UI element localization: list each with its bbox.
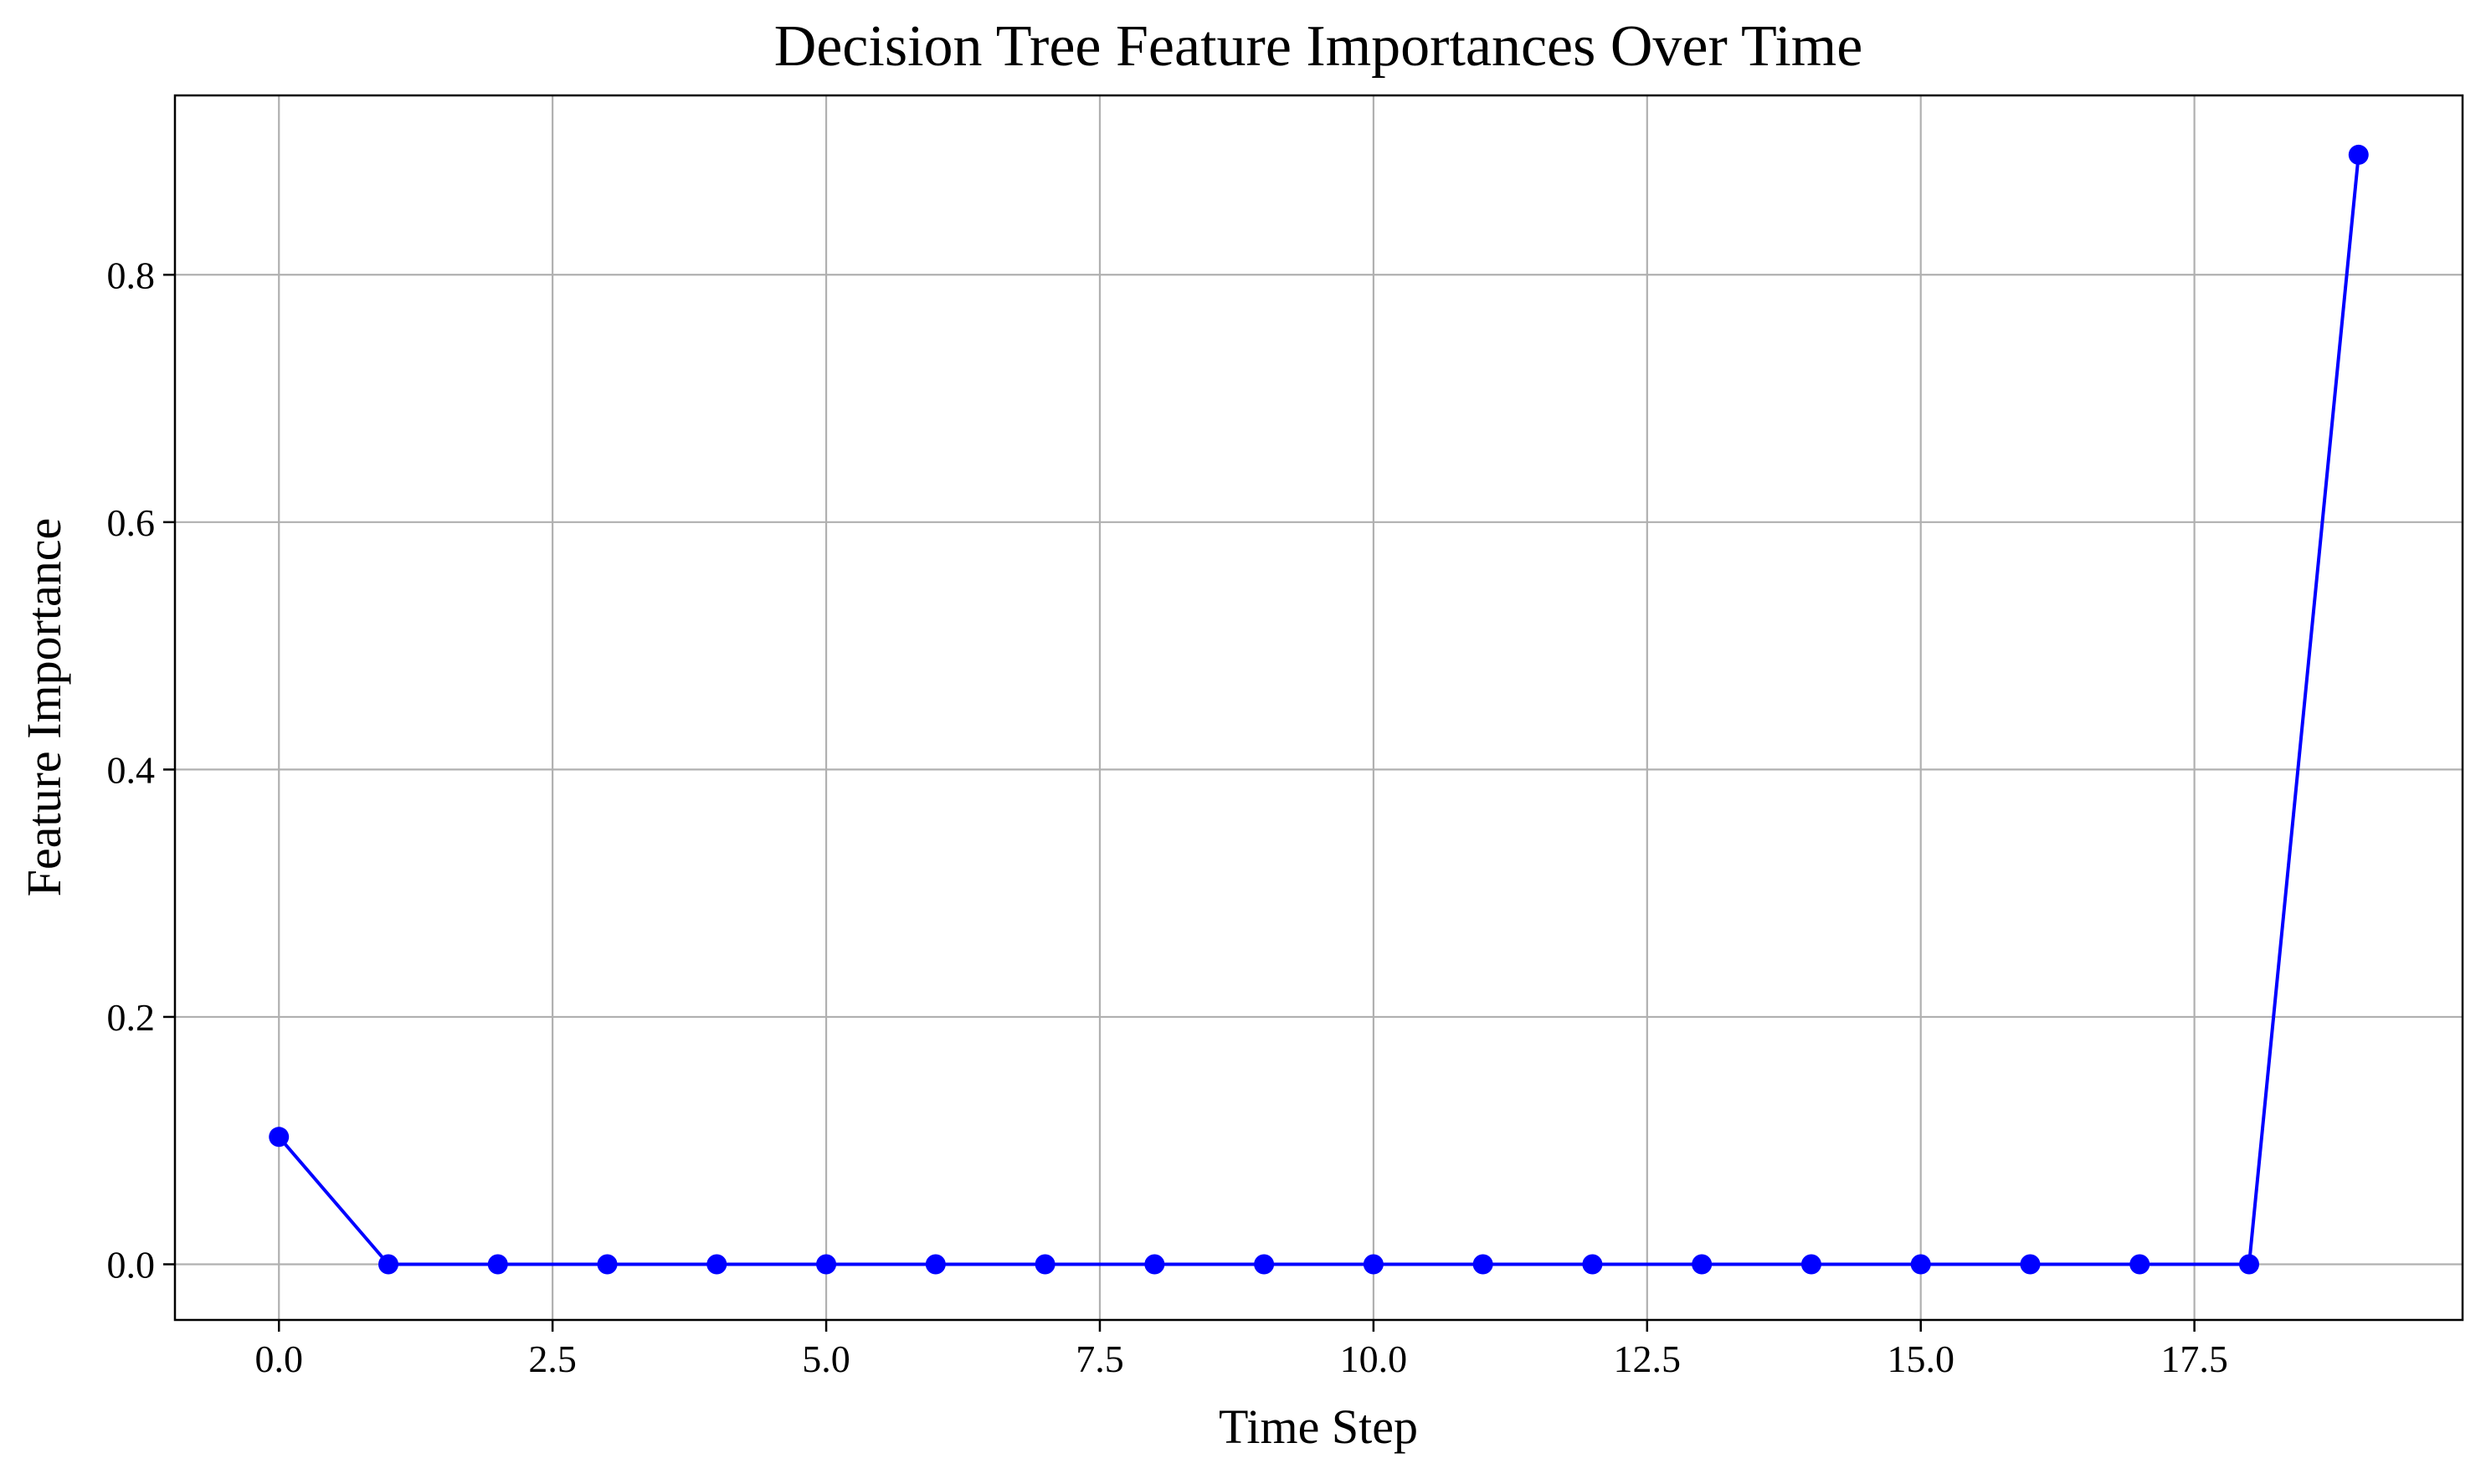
series-line bbox=[277, 154, 2360, 1266]
y-tick-label: 0.0 bbox=[107, 1244, 156, 1286]
y-tick-label: 0.8 bbox=[107, 254, 156, 296]
x-tick-label: 15.0 bbox=[1887, 1338, 1954, 1380]
x-tick-label: 2.5 bbox=[528, 1338, 577, 1380]
data-point bbox=[1472, 1254, 1493, 1275]
data-point bbox=[1692, 1254, 1713, 1275]
data-point bbox=[269, 1127, 290, 1148]
x-tick-label: 7.5 bbox=[1076, 1338, 1124, 1380]
x-tick-label: 5.0 bbox=[802, 1338, 850, 1380]
x-axis-label: Time Step bbox=[1219, 1399, 1418, 1454]
data-point bbox=[1254, 1254, 1275, 1275]
data-point bbox=[487, 1254, 508, 1275]
data-point bbox=[597, 1254, 618, 1275]
data-point bbox=[2129, 1254, 2150, 1275]
data-point bbox=[1800, 1254, 1821, 1275]
plot-frame bbox=[173, 94, 2464, 1322]
data-point bbox=[1144, 1254, 1165, 1275]
data-point bbox=[816, 1254, 837, 1275]
data-point bbox=[2020, 1254, 2041, 1275]
data-point bbox=[378, 1254, 398, 1275]
chart-title: Decision Tree Feature Importances Over T… bbox=[774, 14, 1863, 79]
data-point bbox=[925, 1254, 946, 1275]
data-point bbox=[1035, 1254, 1056, 1275]
data-point bbox=[2239, 1254, 2260, 1275]
y-axis-label: Feature Importance bbox=[17, 518, 71, 897]
data-point bbox=[1363, 1254, 1384, 1275]
x-tick-label: 0.0 bbox=[254, 1338, 303, 1380]
data-point bbox=[1910, 1254, 1931, 1275]
y-tick-label: 0.6 bbox=[107, 501, 156, 544]
series-layer bbox=[269, 144, 2369, 1275]
data-point bbox=[1582, 1254, 1603, 1275]
x-tick-label: 10.0 bbox=[1340, 1338, 1408, 1380]
x-tick-label: 17.5 bbox=[2160, 1338, 2228, 1380]
x-tick-label: 12.5 bbox=[1614, 1338, 1682, 1380]
data-point bbox=[706, 1254, 727, 1275]
y-tick-label: 0.2 bbox=[107, 996, 156, 1039]
y-tick-label: 0.4 bbox=[107, 748, 156, 791]
data-point bbox=[2348, 144, 2369, 165]
ticks: 0.0 2.5 5.0 7.5 10.0 12.5 15.0 17.5 0.0 0.2 0.4 0.6… bbox=[107, 254, 2228, 1380]
